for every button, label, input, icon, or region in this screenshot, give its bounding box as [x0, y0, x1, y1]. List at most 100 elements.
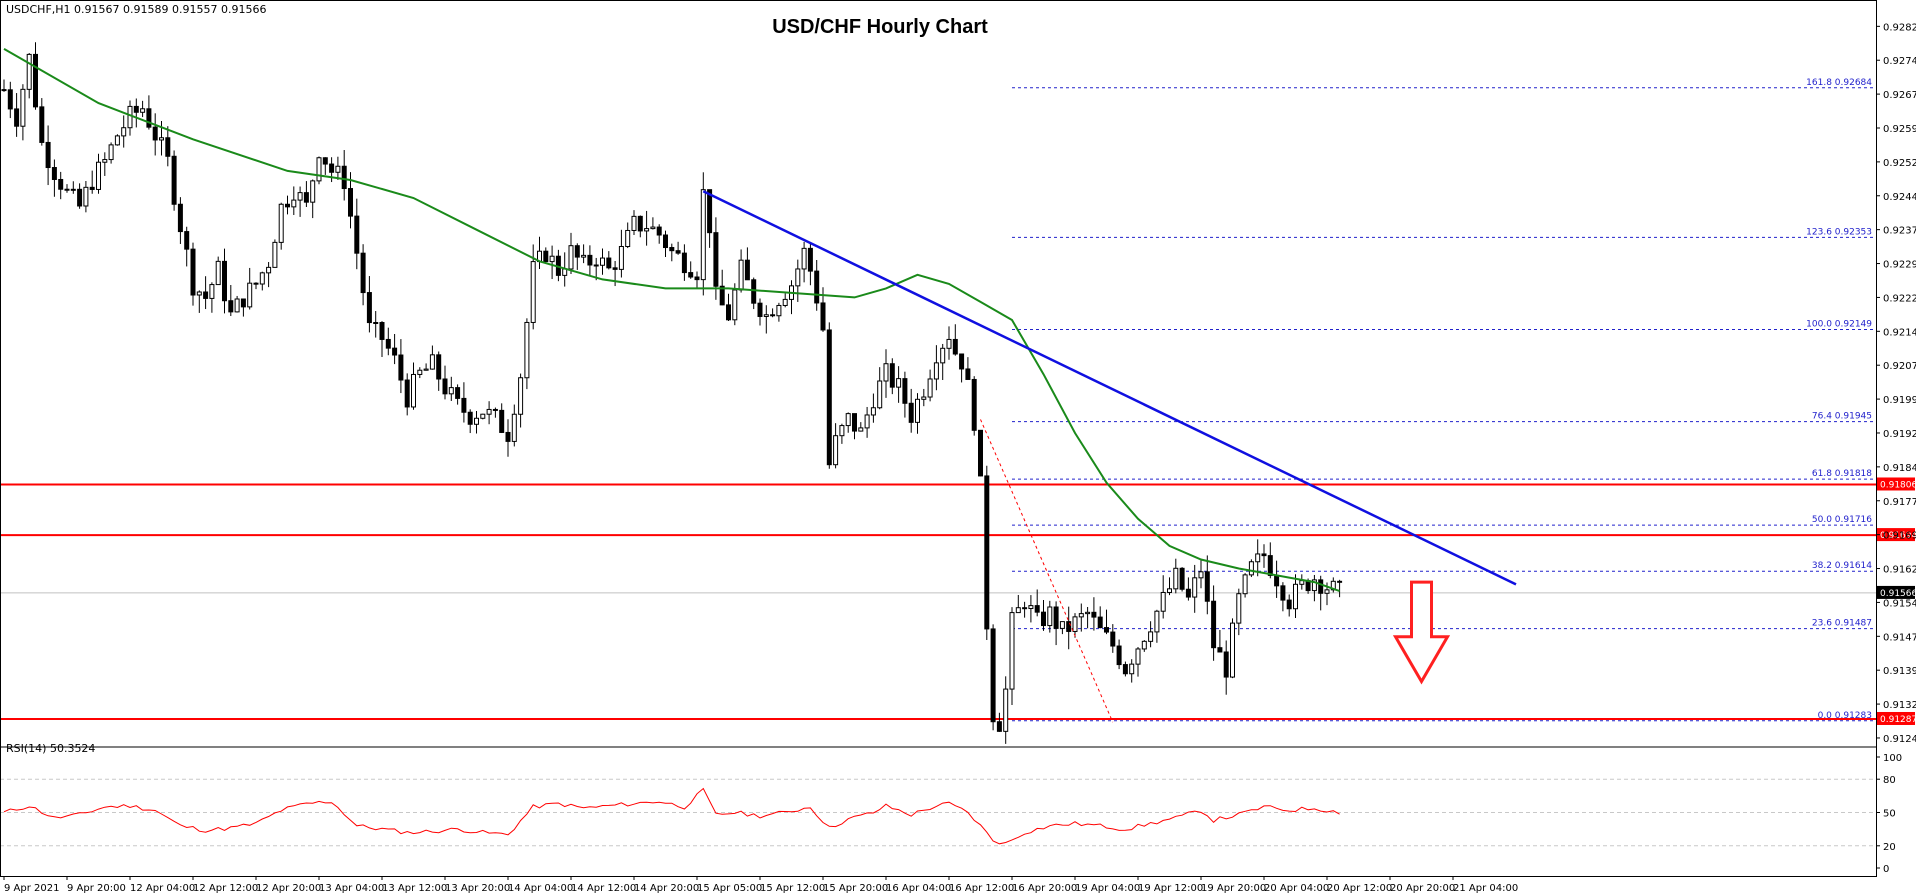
candle-body	[1110, 631, 1116, 647]
candle-body	[209, 284, 215, 299]
candle-body	[1299, 580, 1305, 585]
bearish-trendline	[702, 190, 1517, 586]
candle-body	[870, 407, 876, 416]
candle-body	[681, 252, 687, 274]
candle-body	[114, 135, 120, 146]
rsi-panel: 100 80 50 20 0	[0, 753, 1902, 875]
candle-body	[1324, 589, 1330, 594]
fib-level-label: 161.8 0.92684	[1806, 78, 1872, 88]
candle-body	[102, 159, 108, 163]
candle-body	[1337, 580, 1343, 583]
down-arrow-icon	[1392, 580, 1451, 685]
candle-body	[568, 245, 574, 270]
candle-body	[442, 378, 448, 395]
candle-body	[354, 215, 360, 254]
candle-body	[1223, 651, 1229, 678]
red-level-label: 0.91287	[1880, 715, 1916, 725]
candle-body	[1286, 599, 1292, 610]
candle-body	[1236, 593, 1242, 624]
fib-level-label: 61.8 0.91818	[1812, 469, 1872, 479]
candle-body	[436, 354, 442, 380]
candle-body	[247, 282, 253, 308]
candle-body	[726, 304, 731, 321]
rsi-tick-label: 100	[1883, 753, 1902, 764]
price-tick-label: 0.91545	[1883, 598, 1916, 609]
candle-body	[127, 105, 133, 129]
candle-body	[902, 378, 908, 404]
candle-body	[1129, 663, 1135, 675]
price-tick-label: 0.92595	[1883, 124, 1916, 135]
candle-body	[26, 53, 32, 90]
candle-body	[877, 380, 883, 409]
time-tick-label: 16 Apr 12:00	[949, 883, 1014, 894]
time-tick-label: 12 Apr 20:00	[256, 883, 321, 894]
candle-body	[184, 231, 190, 250]
time-tick-label: 12 Apr 04:00	[130, 883, 195, 894]
candle-body	[140, 108, 146, 113]
time-tick-label: 16 Apr 20:00	[1012, 883, 1077, 894]
candle-body	[58, 178, 64, 190]
candle-body	[990, 628, 996, 723]
candle-body	[335, 165, 341, 173]
candle-body	[1104, 627, 1109, 633]
candle-body	[1091, 611, 1097, 618]
candle-body	[852, 413, 857, 432]
candle-body	[530, 261, 536, 323]
candle-body	[908, 402, 914, 423]
candle-body	[650, 226, 656, 230]
candle-body	[1167, 588, 1172, 593]
candle-body	[285, 203, 290, 208]
time-tick-label: 14 Apr 20:00	[634, 883, 699, 894]
candle-body	[190, 248, 196, 296]
candle-body	[763, 314, 769, 317]
time-tick-label: 19 Apr 12:00	[1138, 883, 1203, 894]
candle-body	[688, 272, 694, 278]
candle-body	[1274, 574, 1280, 587]
rsi-line	[3, 787, 1340, 845]
fib-retracement-diagonal	[980, 419, 1114, 723]
candle-body	[1261, 553, 1267, 557]
candle-body	[1204, 571, 1210, 602]
candle-body	[826, 329, 832, 466]
candle-body	[833, 435, 839, 466]
candle-body	[266, 266, 272, 274]
candle-body	[971, 378, 977, 431]
candle-body	[33, 53, 38, 108]
candle-body	[96, 161, 101, 190]
candle-body	[253, 282, 259, 285]
time-tick-label: 14 Apr 04:00	[508, 883, 573, 894]
candle-body	[921, 396, 927, 400]
rsi-label: RSI(14) 50.3524	[6, 742, 95, 755]
time-tick-label: 12 Apr 12:00	[193, 883, 258, 894]
candle-body	[461, 397, 467, 413]
time-tick-label: 20 Apr 04:00	[1264, 883, 1329, 894]
candle-body	[329, 163, 335, 173]
candle-body	[146, 108, 152, 128]
candle-body	[625, 229, 631, 248]
candle-body	[1230, 622, 1235, 678]
candle-body	[480, 413, 486, 419]
candle-body	[719, 285, 725, 306]
candle-body	[51, 167, 57, 180]
red-level-label: 0.91694	[1880, 531, 1916, 541]
moving-average-line	[3, 48, 1340, 593]
candle-body	[1047, 606, 1053, 627]
candle-body	[738, 259, 744, 291]
candle-body	[864, 414, 870, 429]
red-horizontal-levels: 0.91806 0.91694 0.91287 0.91566	[0, 477, 1916, 725]
candle-body	[782, 298, 788, 306]
candle-body	[379, 322, 385, 340]
candle-body	[1311, 579, 1317, 592]
candle-body	[707, 189, 713, 234]
candle-body	[423, 368, 429, 371]
candle-body	[108, 144, 114, 161]
candle-body	[518, 377, 524, 415]
candle-body	[240, 298, 246, 308]
